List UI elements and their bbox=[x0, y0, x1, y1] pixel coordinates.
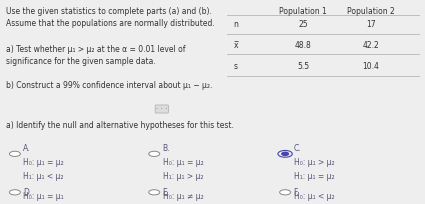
Text: H₁: μ₁ > μ₂: H₁: μ₁ > μ₂ bbox=[163, 172, 203, 181]
Text: n: n bbox=[233, 20, 238, 29]
Text: H₁: μ₁ < μ₂: H₁: μ₁ < μ₂ bbox=[23, 172, 64, 181]
Text: H₀: μ₁ = μ₂: H₀: μ₁ = μ₂ bbox=[163, 158, 204, 167]
Text: · · ·: · · · bbox=[156, 106, 167, 112]
Text: H₀: μ₁ ≠ μ₂: H₀: μ₁ ≠ μ₂ bbox=[163, 192, 204, 201]
Text: 17: 17 bbox=[366, 20, 376, 29]
Circle shape bbox=[282, 152, 289, 155]
Text: b) Construct a 99% confidence interval about μ₁ − μ₂.: b) Construct a 99% confidence interval a… bbox=[6, 81, 212, 90]
Text: H₁: μ₁ = μ₂: H₁: μ₁ = μ₂ bbox=[294, 172, 334, 181]
Text: 25: 25 bbox=[298, 20, 308, 29]
Text: A.: A. bbox=[23, 144, 31, 153]
Text: x̅: x̅ bbox=[233, 41, 238, 50]
Text: H₀: μ₁ < μ₂: H₀: μ₁ < μ₂ bbox=[294, 192, 334, 201]
Text: Population 2: Population 2 bbox=[347, 7, 395, 16]
Text: B.: B. bbox=[163, 144, 170, 153]
Text: 48.8: 48.8 bbox=[295, 41, 312, 50]
Text: H₀: μ₁ = μ₂: H₀: μ₁ = μ₂ bbox=[23, 158, 64, 167]
Text: a) Identify the null and alternative hypotheses for this test.: a) Identify the null and alternative hyp… bbox=[6, 121, 233, 130]
Text: H₀: μ₁ > μ₂: H₀: μ₁ > μ₂ bbox=[294, 158, 334, 167]
Text: a) Test whether μ₁ > μ₂ at the α = 0.01 level of
significance for the given samp: a) Test whether μ₁ > μ₂ at the α = 0.01 … bbox=[6, 45, 185, 66]
Circle shape bbox=[149, 190, 160, 195]
Circle shape bbox=[149, 151, 160, 156]
Circle shape bbox=[9, 151, 20, 156]
Circle shape bbox=[9, 190, 20, 195]
Circle shape bbox=[280, 190, 291, 195]
Text: 10.4: 10.4 bbox=[363, 62, 379, 71]
Text: E.: E. bbox=[163, 188, 170, 197]
Text: H₀: μ₁ = μ₁: H₀: μ₁ = μ₁ bbox=[23, 192, 64, 201]
Text: F.: F. bbox=[294, 188, 299, 197]
Text: D.: D. bbox=[23, 188, 31, 197]
Text: C.: C. bbox=[294, 144, 301, 153]
Text: 42.2: 42.2 bbox=[363, 41, 379, 50]
Text: 5.5: 5.5 bbox=[297, 62, 309, 71]
Text: s: s bbox=[234, 62, 238, 71]
Text: Use the given statistics to complete parts (a) and (b).
Assume that the populati: Use the given statistics to complete par… bbox=[6, 7, 214, 28]
Text: Population 1: Population 1 bbox=[279, 7, 327, 16]
